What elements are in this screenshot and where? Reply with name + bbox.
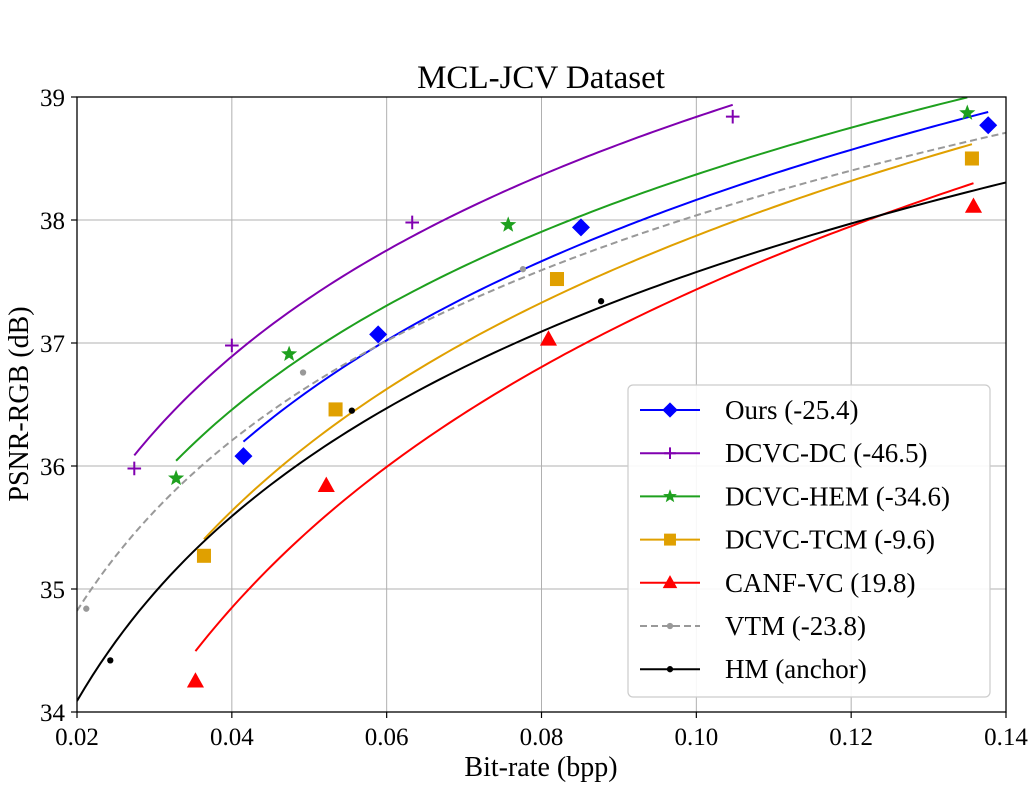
marker-triangle bbox=[317, 476, 335, 492]
marker-plus bbox=[225, 338, 239, 353]
y-tick-label: 39 bbox=[40, 85, 65, 112]
marker-square bbox=[328, 402, 343, 417]
curve-dcvc-tcm bbox=[203, 143, 973, 540]
marker-plus bbox=[405, 215, 420, 230]
legend-label: HM (anchor) bbox=[725, 654, 867, 684]
legend-label: CANF-VC (19.8) bbox=[725, 568, 916, 598]
y-tick-label: 37 bbox=[40, 331, 65, 358]
legend-label: DCVC-TCM (-9.6) bbox=[725, 525, 935, 555]
curve-vtm bbox=[77, 131, 1006, 612]
marker-dot bbox=[107, 657, 114, 664]
marker-diamond bbox=[571, 218, 590, 237]
legend-label: DCVC-HEM (-34.6) bbox=[725, 481, 950, 511]
marker-diamond bbox=[979, 116, 998, 135]
y-tick-label: 36 bbox=[40, 454, 65, 481]
marker-dot bbox=[597, 298, 605, 305]
marker-dot bbox=[666, 622, 674, 630]
x-tick-label: 0.14 bbox=[984, 724, 1028, 751]
curve-canf-vc bbox=[194, 182, 974, 652]
marker-diamond bbox=[234, 447, 253, 466]
marker-plus bbox=[127, 461, 142, 476]
legend: Ours (-25.4) DCVC-DC (-46.5) DCVC-HEM (-34… bbox=[627, 384, 991, 698]
marker-square bbox=[964, 151, 979, 166]
x-tick-label: 0.12 bbox=[829, 724, 873, 751]
marker-star bbox=[281, 345, 298, 361]
marker-dot bbox=[348, 407, 355, 414]
marker-plus bbox=[725, 109, 740, 124]
marker-dot bbox=[666, 666, 674, 673]
marker-diamond bbox=[662, 402, 678, 418]
marker-dot bbox=[299, 369, 307, 376]
marker-triangle bbox=[662, 575, 678, 589]
y-tick-label: 34 bbox=[40, 700, 66, 727]
marker-square bbox=[196, 548, 211, 563]
y-axis-title: PSNR-RGB (dB) bbox=[4, 306, 35, 501]
data-markers bbox=[83, 104, 998, 688]
legend-label: VTM (-23.8) bbox=[725, 611, 866, 641]
chart-title: MCL-JCV Dataset bbox=[417, 60, 665, 96]
marker-diamond bbox=[369, 325, 388, 344]
marker-star bbox=[168, 469, 185, 486]
x-tick-label: 0.04 bbox=[210, 724, 254, 751]
marker-star bbox=[500, 216, 517, 232]
marker-square bbox=[664, 533, 676, 546]
legend-label: DCVC-DC (-46.5) bbox=[725, 438, 928, 468]
x-tick-label: 0.06 bbox=[365, 724, 409, 751]
curve-hm bbox=[77, 181, 1006, 702]
marker-square bbox=[549, 272, 565, 287]
marker-triangle bbox=[964, 197, 983, 213]
marker-star bbox=[959, 104, 976, 120]
rd-curves bbox=[77, 97, 1006, 702]
y-tick-label: 38 bbox=[40, 208, 65, 235]
marker-plus bbox=[664, 447, 676, 459]
legend-label: Ours (-25.4) bbox=[725, 395, 858, 425]
marker-triangle bbox=[539, 330, 558, 346]
marker-star bbox=[663, 489, 677, 503]
curve-dcvc-dc bbox=[133, 103, 734, 456]
curve-dcvc-hem bbox=[175, 97, 968, 462]
x-tick-label: 0.10 bbox=[674, 724, 718, 751]
x-tick-label: 0.08 bbox=[520, 724, 564, 751]
x-axis-title: Bit-rate (bpp) bbox=[464, 752, 617, 783]
marker-dot bbox=[83, 605, 90, 612]
legend-box bbox=[627, 384, 991, 698]
marker-triangle bbox=[186, 672, 204, 688]
y-tick-label: 35 bbox=[40, 577, 65, 604]
axis-ticks: 0.02 0.04 0.06 0.08 0.10 0.12 0.14 34 35 36 37 38 39 bbox=[40, 85, 1028, 751]
x-tick-label: 0.02 bbox=[55, 724, 99, 751]
marker-dot bbox=[519, 266, 527, 273]
curve-ours bbox=[242, 111, 989, 443]
